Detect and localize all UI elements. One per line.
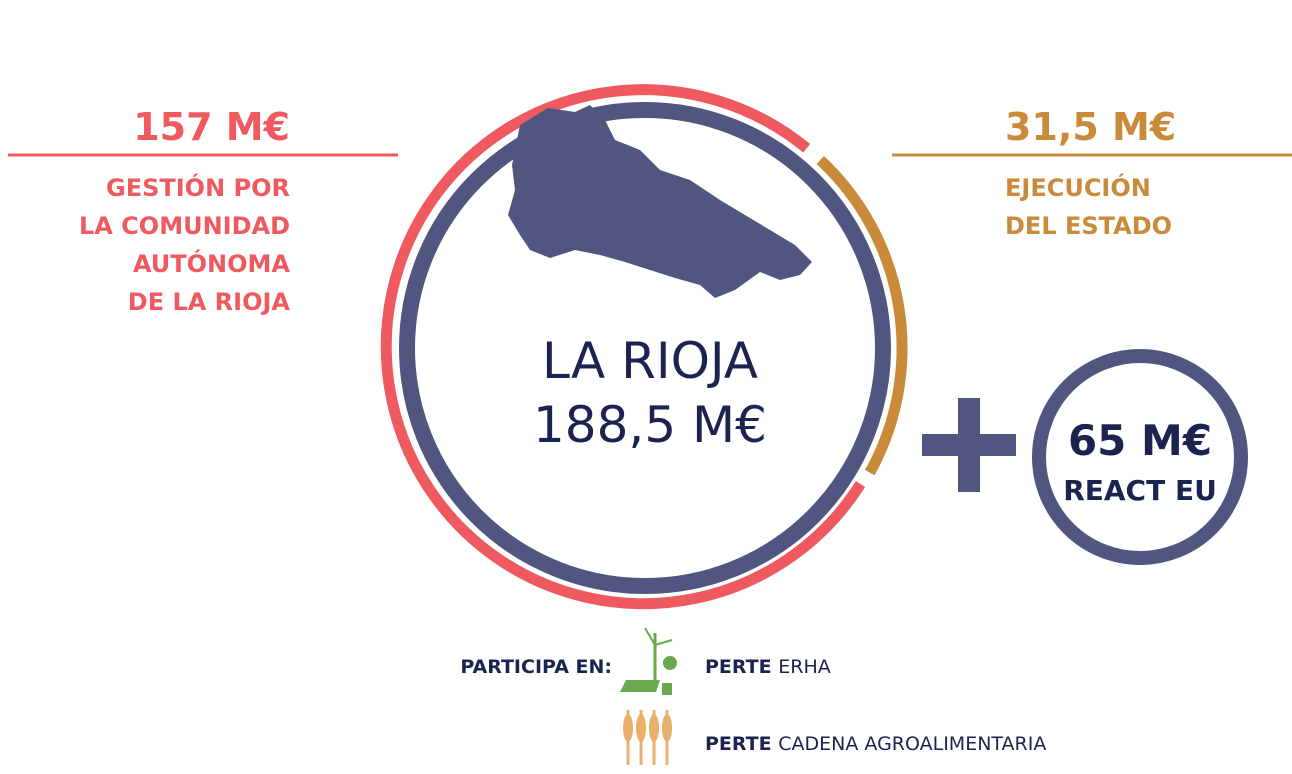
perte-2: PERTE CADENA AGROALIMENTARIA	[705, 733, 1046, 755]
left-line-text: DE LA RIOJA	[128, 288, 291, 316]
right-label: EJECUCIÓN DEL ESTADO	[1005, 172, 1172, 240]
erha-icon	[620, 627, 677, 695]
react-ring	[1032, 349, 1248, 565]
left-line-text: LA COMUNIDAD	[79, 212, 290, 240]
perte-prefix: PERTE	[705, 733, 772, 755]
perte-1: PERTE ERHA	[705, 656, 831, 678]
perte-prefix: PERTE	[705, 656, 772, 678]
map	[508, 105, 812, 298]
react-label: REACT EU	[1063, 474, 1217, 507]
center-amount: 188,5 M€	[533, 396, 767, 454]
orange-arc	[816, 155, 908, 476]
left-label: GESTIÓN POR LA COMUNIDAD AUTÓNOMA DE LA RIO…	[79, 172, 290, 316]
plus-h	[922, 434, 1016, 456]
react-amount: 65 M€	[1068, 416, 1212, 465]
right-amount: 31,5 M€	[1005, 105, 1176, 149]
right-line-text: DEL ESTADO	[1005, 212, 1172, 240]
left-line-text: GESTIÓN POR	[106, 172, 290, 202]
center-name: LA RIOJA	[542, 332, 758, 390]
perte-name: CADENA AGROALIMENTARIA	[778, 733, 1046, 755]
right-line-text: EJECUCIÓN	[1005, 172, 1151, 202]
left-amount: 157 M€	[133, 105, 290, 149]
left-line-text: AUTÓNOMA	[133, 248, 290, 278]
wheat-icon	[623, 710, 672, 765]
red-arc	[380, 84, 866, 610]
participa-label: PARTICIPA EN:	[460, 656, 612, 678]
perte-name: ERHA	[778, 656, 831, 678]
